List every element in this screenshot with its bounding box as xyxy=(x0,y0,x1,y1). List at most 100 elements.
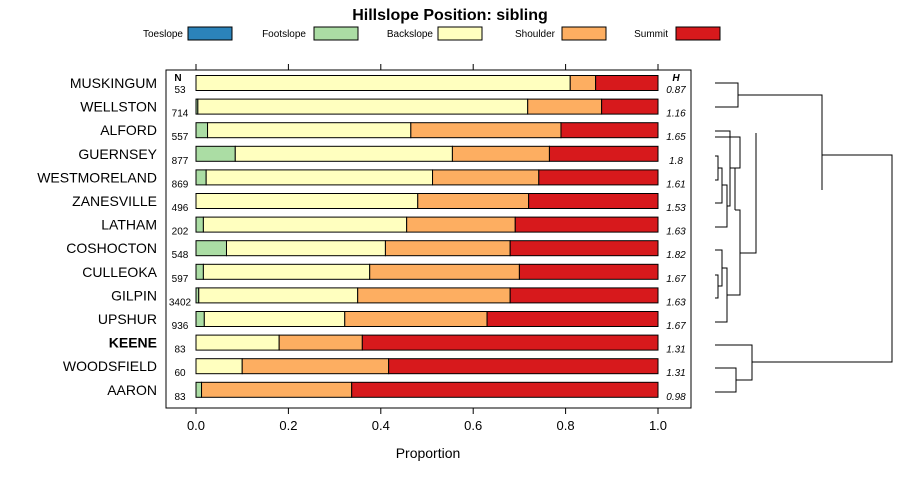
dendrogram-branch-14 xyxy=(738,94,823,190)
bar-zanesville-backslope xyxy=(195,193,419,209)
legend-swatch-toeslope xyxy=(187,26,233,41)
bar-alford-summit xyxy=(560,122,659,139)
n-label-wellston: 714 xyxy=(172,109,189,120)
n-label-alford: 557 xyxy=(172,132,189,143)
bar-keene-backslope xyxy=(195,334,280,351)
legend-label-shoulder: Shoulder xyxy=(515,29,556,40)
bar-muskingum-backslope xyxy=(195,75,571,91)
h-header: H xyxy=(672,73,680,84)
dendrogram-branch-6 xyxy=(715,274,719,299)
dendrogram-branch-9 xyxy=(727,209,741,296)
bar-culleoka-summit xyxy=(518,263,659,280)
h-labels-group: 0.87 1.16 1.65 1.8 1.61 1.53 1.63 1.82 1.67 1.63 1… xyxy=(666,85,686,403)
n-label-latham: 202 xyxy=(172,227,189,238)
h-label-culleoka: 1.67 xyxy=(666,274,686,285)
dendrogram-branch-1 xyxy=(715,155,719,181)
y-label-keene: KEENE xyxy=(109,335,157,351)
n-label-aaron: 83 xyxy=(174,392,186,403)
chart-title: Hillslope Position: sibling xyxy=(352,7,548,24)
bar-upshur-backslope xyxy=(203,311,346,327)
bar-gilpin-summit xyxy=(509,287,659,304)
x-tick-label-0.6: 0.6 xyxy=(464,418,482,433)
bar-westmoreland-shoulder xyxy=(432,169,540,186)
bar-woodsfield-shoulder xyxy=(241,358,390,375)
x-axis: 0.0 0.2 0.4 0.6 0.8 1.0 xyxy=(187,64,667,433)
n-header: N xyxy=(174,73,181,84)
y-labels-group: MUSKINGUM WELLSTON ALFORD GUERNSEY WESTMOREL… xyxy=(37,75,157,398)
legend-label-footslope: Footslope xyxy=(262,29,306,40)
n-label-zanesville: 496 xyxy=(172,203,189,214)
y-label-guernsey: GUERNSEY xyxy=(78,146,157,162)
bar-culleoka-footslope xyxy=(195,263,204,280)
bar-culleoka-backslope xyxy=(202,263,371,280)
bar-guernsey-shoulder xyxy=(451,145,550,162)
n-label-keene: 83 xyxy=(174,345,186,356)
y-label-zanesville: ZANESVILLE xyxy=(72,193,157,209)
bar-westmoreland-summit xyxy=(538,169,659,186)
bar-wellston-shoulder xyxy=(527,98,603,115)
h-label-muskingum: 0.87 xyxy=(666,85,686,96)
dendrogram-branch-8 xyxy=(715,267,728,323)
n-label-guernsey: 877 xyxy=(172,156,189,167)
h-label-woodsfield: 1.31 xyxy=(666,368,685,379)
y-label-woodsfield: WOODSFIELD xyxy=(63,358,157,374)
n-label-woodsfield: 60 xyxy=(174,368,186,379)
bar-westmoreland-footslope xyxy=(195,169,207,186)
y-label-muskingum: MUSKINGUM xyxy=(70,75,157,91)
bar-latham-backslope xyxy=(202,216,408,233)
h-label-guernsey: 1.8 xyxy=(669,156,683,167)
bar-gilpin-backslope xyxy=(198,287,359,304)
bar-wellston-backslope xyxy=(197,98,529,115)
legend-swatch-backslope xyxy=(437,26,483,41)
y-label-aaron: AARON xyxy=(107,382,157,398)
bar-keene-summit xyxy=(361,334,659,351)
bar-alford-footslope xyxy=(195,122,209,139)
bar-wellston-summit xyxy=(601,98,659,115)
y-label-latham: LATHAM xyxy=(101,217,157,233)
bar-muskingum-summit xyxy=(595,75,659,91)
bar-coshocton-summit xyxy=(509,240,659,257)
h-label-wellston: 1.16 xyxy=(666,109,686,120)
dendrogram-branch-11 xyxy=(715,367,737,393)
legend-swatch-footslope xyxy=(313,26,359,41)
bar-coshocton-footslope xyxy=(195,240,227,257)
x-tick-label-1.0: 1.0 xyxy=(649,418,667,433)
n-label-upshur: 936 xyxy=(172,321,189,332)
bar-aaron-summit xyxy=(351,381,659,398)
n-label-muskingum: 53 xyxy=(174,85,186,96)
y-label-westmoreland: WESTMORELAND xyxy=(37,169,157,185)
n-labels-group: 53 714 557 877 869 496 202 548 597 3402 936 83 60 83 xyxy=(169,85,192,403)
y-label-gilpin: GILPIN xyxy=(111,287,157,303)
dendrogram-branch-5 xyxy=(715,136,741,169)
n-label-coshocton: 548 xyxy=(172,250,189,261)
y-label-wellston: WELLSTON xyxy=(80,99,157,115)
legend-label-toeslope: Toeslope xyxy=(143,29,183,40)
dendrogram-branch-13 xyxy=(740,133,757,254)
bar-keene-shoulder xyxy=(278,334,363,351)
x-tick-label-0.8: 0.8 xyxy=(557,418,575,433)
h-label-upshur: 1.67 xyxy=(666,321,686,332)
y-label-alford: ALFORD xyxy=(100,122,157,138)
dendrogram-branch-3 xyxy=(715,184,728,228)
legend-swatch-summit xyxy=(675,26,721,41)
bar-aaron-shoulder xyxy=(201,381,353,398)
n-label-culleoka: 597 xyxy=(172,274,189,285)
h-label-latham: 1.63 xyxy=(666,227,686,238)
n-label-gilpin: 3402 xyxy=(169,297,192,308)
bar-zanesville-summit xyxy=(528,193,659,209)
bar-zanesville-shoulder xyxy=(417,193,530,209)
bars-group xyxy=(195,75,659,398)
legend: Toeslope Footslope Backslope Shoulder Summit xyxy=(143,26,721,41)
dendrogram-branch-12 xyxy=(715,344,753,381)
bar-alford-backslope xyxy=(207,122,412,139)
legend-label-summit: Summit xyxy=(634,29,668,40)
x-tick-label-0.2: 0.2 xyxy=(279,418,297,433)
bar-guernsey-summit xyxy=(548,145,659,162)
h-label-coshocton: 1.82 xyxy=(666,250,686,261)
bar-coshocton-shoulder xyxy=(384,240,511,257)
h-label-keene: 1.31 xyxy=(666,345,685,356)
bar-aaron-footslope xyxy=(195,381,203,398)
bar-guernsey-footslope xyxy=(195,145,236,162)
bar-latham-shoulder xyxy=(406,216,516,233)
